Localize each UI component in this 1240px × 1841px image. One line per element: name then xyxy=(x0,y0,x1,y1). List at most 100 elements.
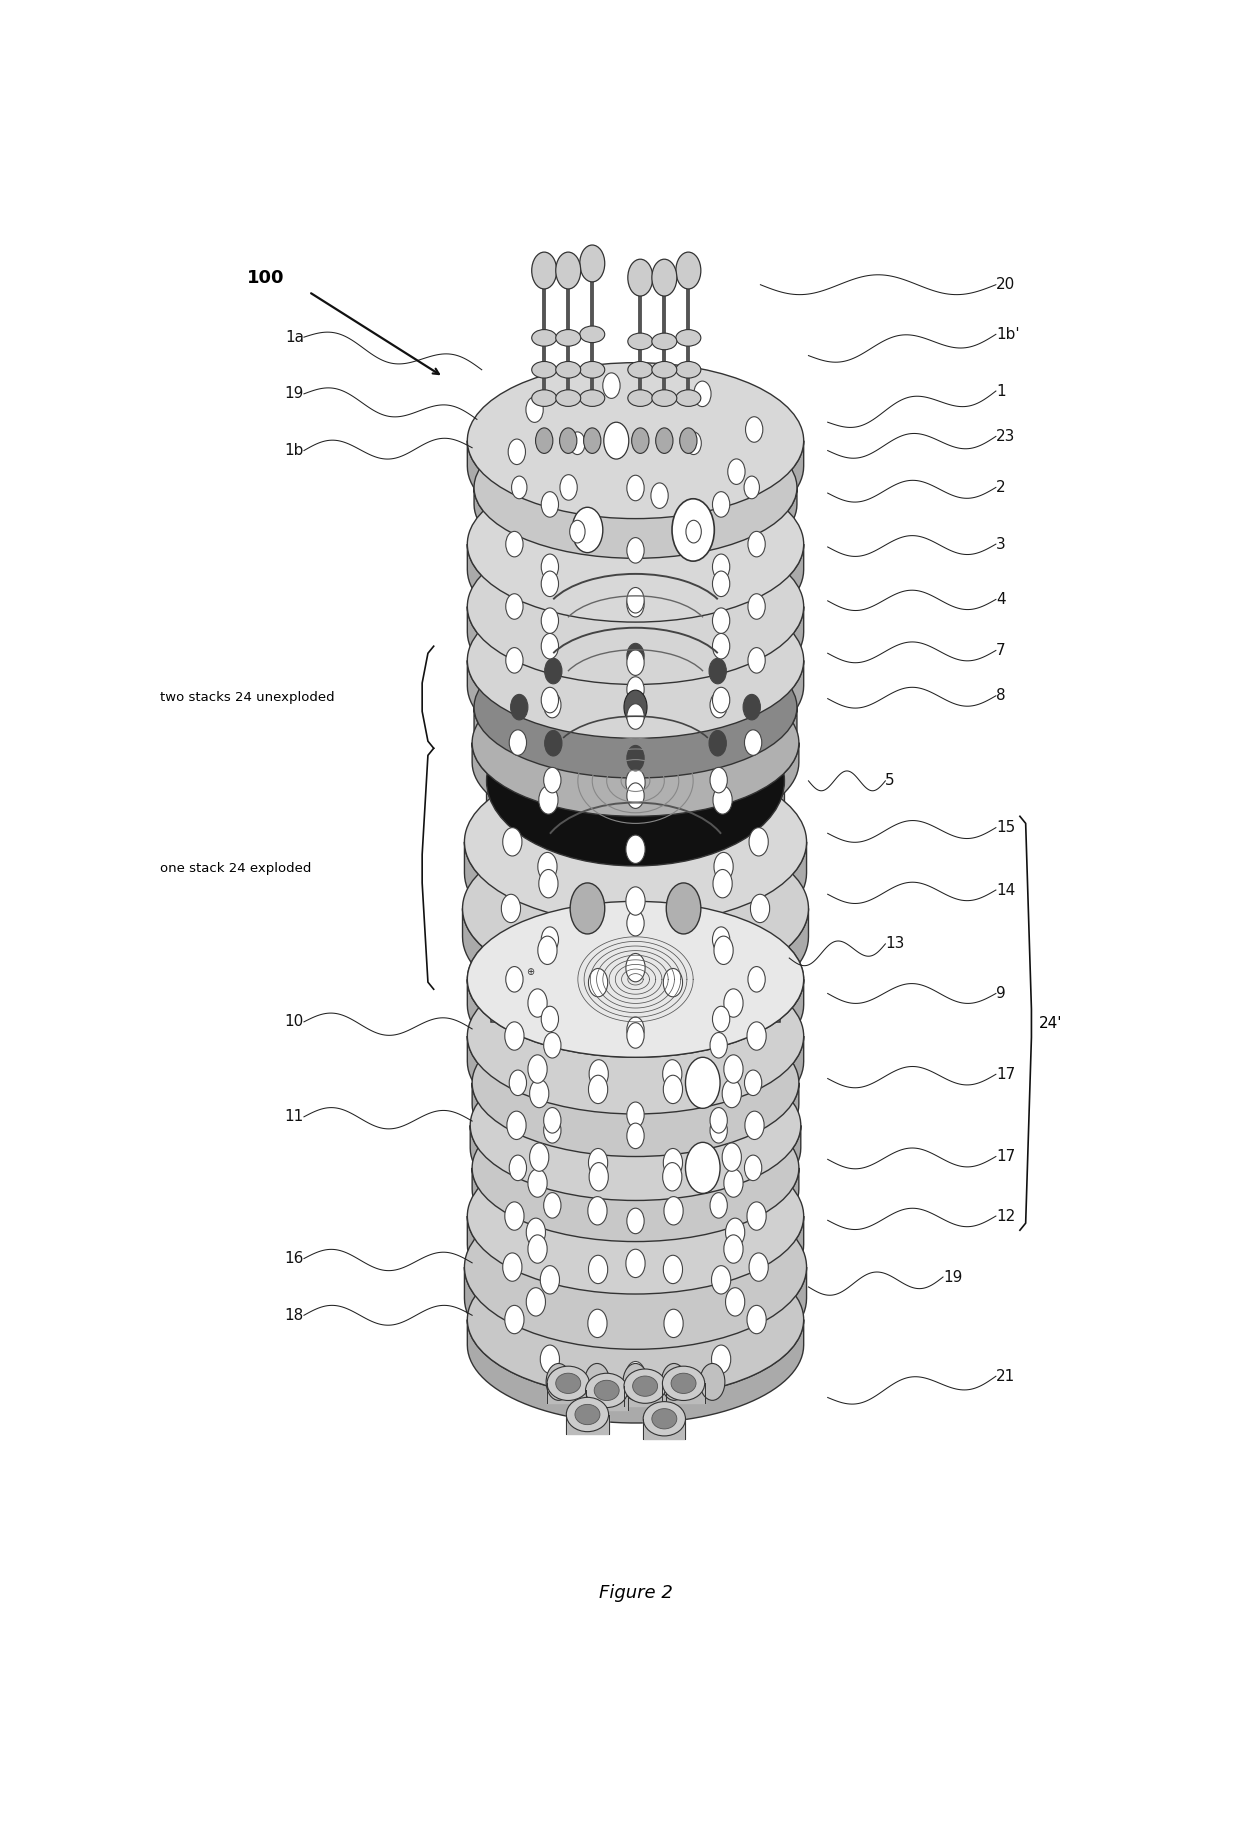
Text: 23: 23 xyxy=(996,429,1016,444)
Ellipse shape xyxy=(467,902,804,1057)
Circle shape xyxy=(538,935,557,965)
Circle shape xyxy=(543,1108,560,1132)
Text: 1a: 1a xyxy=(285,330,304,344)
Circle shape xyxy=(528,989,547,1018)
Ellipse shape xyxy=(662,1366,704,1401)
Ellipse shape xyxy=(532,330,557,346)
Circle shape xyxy=(541,1265,559,1294)
Ellipse shape xyxy=(632,1375,657,1395)
Circle shape xyxy=(662,1060,682,1088)
Circle shape xyxy=(546,1364,572,1401)
Circle shape xyxy=(506,532,523,556)
Text: 24': 24' xyxy=(1039,1016,1063,1031)
Circle shape xyxy=(686,433,702,455)
Circle shape xyxy=(713,1007,730,1031)
Circle shape xyxy=(589,1075,608,1103)
Circle shape xyxy=(711,1117,728,1143)
Circle shape xyxy=(666,884,701,933)
Polygon shape xyxy=(467,661,804,764)
Circle shape xyxy=(506,595,523,619)
Circle shape xyxy=(748,967,765,992)
Circle shape xyxy=(572,508,603,552)
Circle shape xyxy=(528,1235,547,1263)
Circle shape xyxy=(626,768,645,797)
Circle shape xyxy=(560,475,578,501)
Circle shape xyxy=(746,1022,766,1049)
Circle shape xyxy=(510,1154,527,1180)
Ellipse shape xyxy=(652,361,677,377)
Circle shape xyxy=(627,911,644,935)
Circle shape xyxy=(541,1007,558,1031)
Circle shape xyxy=(713,786,732,814)
Circle shape xyxy=(543,768,560,793)
Circle shape xyxy=(746,1202,766,1230)
Circle shape xyxy=(559,427,577,453)
Circle shape xyxy=(627,587,644,613)
Circle shape xyxy=(744,1070,761,1095)
Circle shape xyxy=(544,659,562,683)
Text: 9: 9 xyxy=(996,987,1006,1002)
Circle shape xyxy=(744,729,761,755)
Circle shape xyxy=(627,650,644,676)
Circle shape xyxy=(624,690,647,724)
Text: 5: 5 xyxy=(885,773,895,788)
Polygon shape xyxy=(547,1383,589,1403)
Polygon shape xyxy=(472,742,799,836)
Circle shape xyxy=(626,887,645,915)
FancyBboxPatch shape xyxy=(491,937,780,1022)
Text: 10: 10 xyxy=(285,1014,304,1029)
Circle shape xyxy=(627,677,644,701)
Circle shape xyxy=(603,374,620,398)
Polygon shape xyxy=(470,1125,801,1222)
Circle shape xyxy=(536,427,553,453)
Polygon shape xyxy=(472,1167,799,1263)
Circle shape xyxy=(505,1305,525,1333)
Ellipse shape xyxy=(467,528,804,685)
Ellipse shape xyxy=(652,1408,677,1429)
Circle shape xyxy=(711,1033,728,1059)
Circle shape xyxy=(589,1256,608,1283)
Ellipse shape xyxy=(580,326,605,342)
Circle shape xyxy=(651,482,668,508)
Circle shape xyxy=(745,1112,764,1140)
Circle shape xyxy=(663,1197,683,1224)
Text: 7: 7 xyxy=(996,643,1006,657)
Polygon shape xyxy=(474,707,797,801)
Polygon shape xyxy=(467,440,804,545)
Ellipse shape xyxy=(547,1366,589,1401)
Circle shape xyxy=(543,692,560,718)
Ellipse shape xyxy=(671,1373,696,1394)
Circle shape xyxy=(744,1154,761,1180)
Circle shape xyxy=(506,648,523,674)
Text: 17: 17 xyxy=(996,1149,1016,1164)
Circle shape xyxy=(584,1364,610,1401)
Circle shape xyxy=(626,1250,645,1278)
Ellipse shape xyxy=(465,1186,806,1349)
Ellipse shape xyxy=(467,902,804,1057)
Circle shape xyxy=(725,1287,745,1316)
Circle shape xyxy=(722,1143,742,1171)
Text: 8: 8 xyxy=(996,689,1006,703)
Circle shape xyxy=(627,1208,644,1233)
Circle shape xyxy=(709,659,727,683)
Circle shape xyxy=(663,1075,682,1103)
Text: Figure 2: Figure 2 xyxy=(599,1583,672,1602)
Text: 15: 15 xyxy=(996,819,1016,836)
Text: 1: 1 xyxy=(996,383,1006,398)
Circle shape xyxy=(589,1060,609,1088)
Circle shape xyxy=(693,381,711,407)
Text: 16: 16 xyxy=(285,1252,304,1267)
Circle shape xyxy=(541,554,558,580)
Circle shape xyxy=(510,729,527,755)
Text: 21: 21 xyxy=(996,1368,1016,1384)
Polygon shape xyxy=(467,979,804,1083)
Circle shape xyxy=(711,768,728,793)
Circle shape xyxy=(724,1169,743,1197)
Circle shape xyxy=(541,633,558,659)
Circle shape xyxy=(713,571,730,596)
Circle shape xyxy=(713,554,730,580)
Circle shape xyxy=(626,1362,645,1390)
Circle shape xyxy=(627,746,644,771)
Ellipse shape xyxy=(585,1373,627,1408)
Ellipse shape xyxy=(627,390,652,407)
